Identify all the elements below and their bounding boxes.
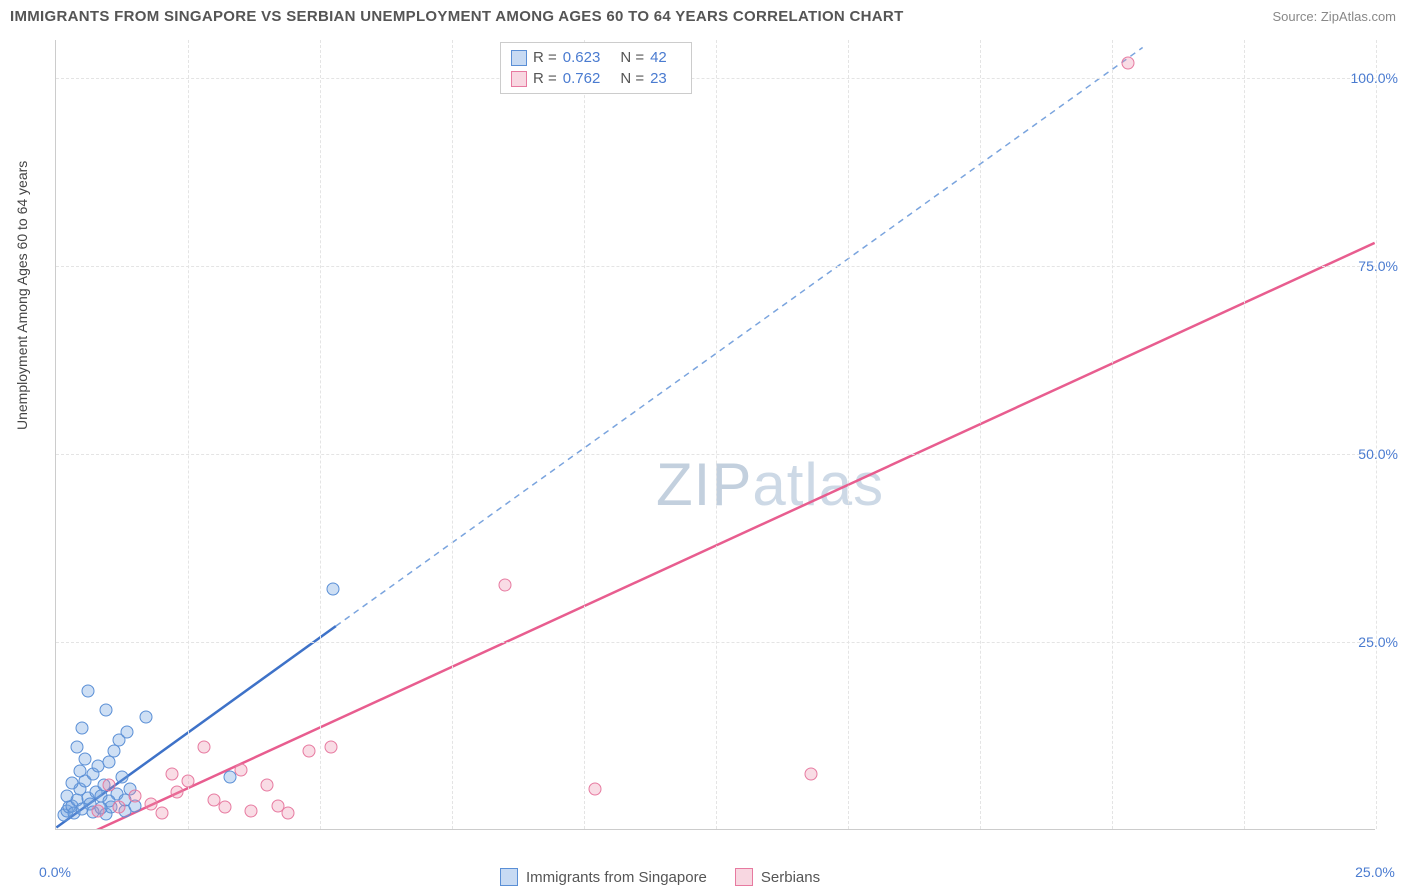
data-point: [139, 711, 152, 724]
data-point: [79, 752, 92, 765]
data-point: [73, 765, 86, 778]
data-point: [129, 790, 142, 803]
stat-r-value: 0.762: [563, 70, 601, 87]
gridline-v: [848, 40, 849, 829]
data-point: [282, 806, 295, 819]
y-axis-label: Unemployment Among Ages 60 to 64 years: [14, 161, 30, 430]
data-point: [234, 763, 247, 776]
stats-row: R = 0.762 N = 23: [511, 68, 681, 89]
chart-title: IMMIGRANTS FROM SINGAPORE VS SERBIAN UNE…: [10, 8, 904, 25]
data-point: [588, 782, 601, 795]
trend-line-solid: [83, 243, 1375, 829]
stat-r-label: R =: [533, 49, 557, 66]
data-point: [182, 775, 195, 788]
data-point: [171, 786, 184, 799]
data-point: [145, 797, 158, 810]
watermark: ZIPatlas: [656, 450, 884, 519]
data-point: [261, 778, 274, 791]
data-point: [108, 745, 121, 758]
legend-swatch: [500, 868, 518, 886]
stat-r-value: 0.623: [563, 49, 601, 66]
gridline-v: [980, 40, 981, 829]
trend-line-dashed: [336, 48, 1143, 627]
gridline-v: [452, 40, 453, 829]
data-point: [92, 805, 105, 818]
stat-n-value: 42: [650, 49, 667, 66]
gridline-v: [188, 40, 189, 829]
data-point: [197, 741, 210, 754]
data-point: [76, 722, 89, 735]
x-tick-label: 25.0%: [1355, 864, 1395, 880]
stats-legend-box: R = 0.623 N = 42 R = 0.762 N = 23: [500, 42, 692, 94]
y-tick-label: 75.0%: [1358, 258, 1398, 274]
data-point: [303, 745, 316, 758]
gridline-v: [320, 40, 321, 829]
stat-n-label: N =: [620, 49, 644, 66]
stat-r-label: R =: [533, 70, 557, 87]
legend-swatch: [735, 868, 753, 886]
legend-item: Immigrants from Singapore: [500, 868, 707, 886]
data-point: [805, 767, 818, 780]
data-point: [327, 583, 340, 596]
stat-n-value: 23: [650, 70, 667, 87]
legend-swatch: [511, 50, 527, 66]
stat-n-label: N =: [620, 70, 644, 87]
y-tick-label: 100.0%: [1351, 70, 1398, 86]
legend-item: Serbians: [735, 868, 820, 886]
data-point: [121, 726, 134, 739]
legend-label: Serbians: [761, 869, 820, 886]
gridline-v: [716, 40, 717, 829]
gridline-v: [1244, 40, 1245, 829]
data-point: [245, 805, 258, 818]
gridline-v: [1112, 40, 1113, 829]
data-point: [324, 741, 337, 754]
y-tick-label: 50.0%: [1358, 446, 1398, 462]
stats-row: R = 0.623 N = 42: [511, 47, 681, 68]
data-point: [218, 801, 231, 814]
gridline-v: [584, 40, 585, 829]
source-label: Source: ZipAtlas.com: [1272, 9, 1396, 24]
data-point: [1121, 56, 1134, 69]
data-point: [100, 703, 113, 716]
data-point: [155, 807, 168, 820]
data-point: [166, 767, 179, 780]
data-point: [498, 579, 511, 592]
y-tick-label: 25.0%: [1358, 634, 1398, 650]
series-legend: Immigrants from Singapore Serbians: [500, 868, 820, 886]
x-tick-label: 0.0%: [39, 864, 71, 880]
legend-swatch: [511, 71, 527, 87]
data-point: [102, 756, 115, 769]
legend-label: Immigrants from Singapore: [526, 869, 707, 886]
data-point: [102, 778, 115, 791]
gridline-v: [1376, 40, 1377, 829]
data-point: [60, 790, 73, 803]
data-point: [113, 801, 126, 814]
data-point: [81, 684, 94, 697]
plot-area: ZIPatlas: [55, 40, 1375, 830]
data-point: [65, 777, 78, 790]
